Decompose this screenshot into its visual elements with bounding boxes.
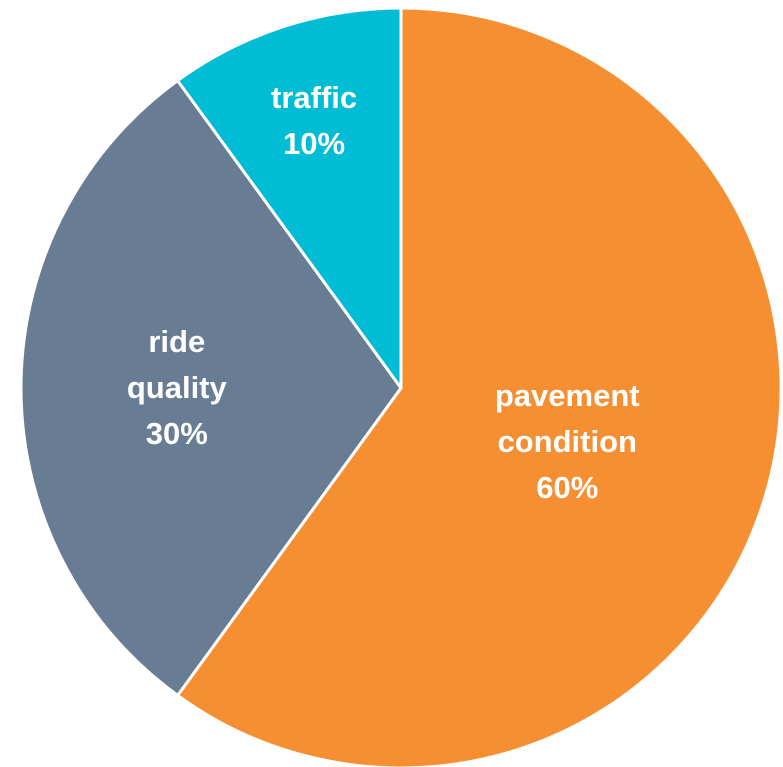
slice-label: traffic 10%	[271, 75, 357, 167]
value-label: 30%	[145, 416, 208, 451]
slice-label: pavement condition 60%	[495, 373, 640, 511]
value-label: 10%	[283, 125, 346, 161]
pie-slice	[19, 79, 403, 697]
category-label: ride quality	[126, 324, 227, 405]
pie-slice	[176, 6, 403, 390]
value-label: 60%	[536, 470, 599, 506]
category-label: traffic	[271, 79, 358, 115]
pie-slice	[176, 6, 783, 767]
slice-label: ride quality 30%	[127, 319, 227, 457]
category-label: pavement condition	[494, 378, 640, 460]
